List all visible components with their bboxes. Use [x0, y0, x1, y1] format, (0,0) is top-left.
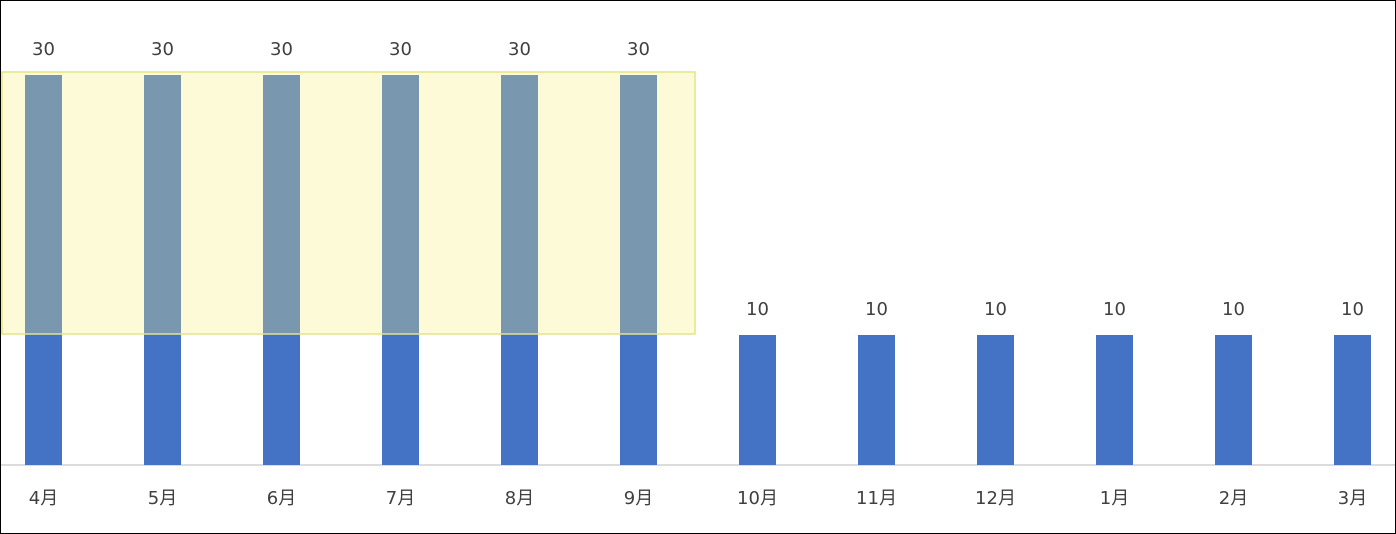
value-label: 10 — [1103, 299, 1126, 320]
bar — [501, 75, 538, 465]
bar — [25, 75, 62, 465]
x-tick-label: 8月 — [505, 488, 534, 509]
bar — [620, 75, 657, 465]
x-tick-label: 10月 — [737, 488, 778, 509]
bar — [739, 335, 776, 465]
x-tick-label: 1月 — [1100, 488, 1129, 509]
x-tick-label: 11月 — [856, 488, 897, 509]
value-label: 30 — [389, 39, 412, 60]
x-tick-label: 7月 — [386, 488, 415, 509]
bar — [858, 335, 895, 465]
x-tick-label: 12月 — [975, 488, 1016, 509]
bar — [144, 75, 181, 465]
value-label: 10 — [1341, 299, 1364, 320]
bar — [263, 75, 300, 465]
value-label: 10 — [865, 299, 888, 320]
x-tick-label: 3月 — [1338, 488, 1367, 509]
value-label: 30 — [270, 39, 293, 60]
bar — [382, 75, 419, 465]
bar — [977, 335, 1014, 465]
bar — [1334, 335, 1371, 465]
x-tick-label: 9月 — [624, 488, 653, 509]
bar — [1215, 335, 1252, 465]
value-label: 10 — [1222, 299, 1245, 320]
plot-area: 4月 30 5月 30 6月 30 7月 30 8月 30 9月 30 10月 10 11月 10 12月 10 1… — [25, 39, 1371, 509]
bar — [1096, 335, 1133, 465]
value-label: 10 — [984, 299, 1007, 320]
value-label: 10 — [746, 299, 769, 320]
highlight-overlay — [1, 71, 696, 335]
x-tick-label: 6月 — [267, 488, 296, 509]
value-label: 30 — [508, 39, 531, 60]
value-label: 30 — [151, 39, 174, 60]
value-label: 30 — [627, 39, 650, 60]
x-tick-label: 5月 — [148, 488, 177, 509]
x-tick-label: 2月 — [1219, 488, 1248, 509]
value-label: 30 — [32, 39, 55, 60]
x-tick-label: 4月 — [29, 488, 58, 509]
